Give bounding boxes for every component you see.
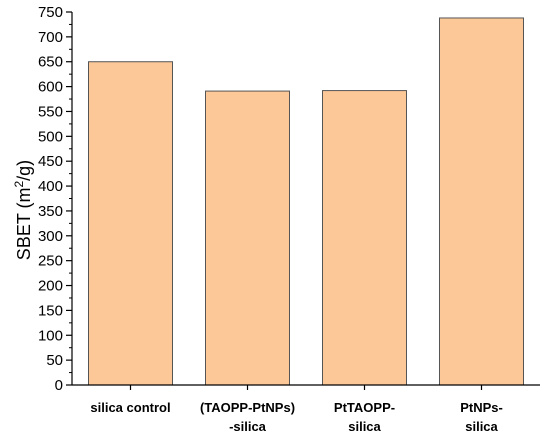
y-tick-label: 300 xyxy=(38,228,63,245)
y-tick-label: 100 xyxy=(38,327,63,344)
bar xyxy=(205,90,290,386)
x-axis: silica control (TAOPP-PtNPs) -silica PtTAOP… xyxy=(72,384,540,434)
bar xyxy=(322,90,407,386)
x-tick-label: PtTAOPP-silica xyxy=(334,400,395,434)
y-tick-label: 0 xyxy=(55,377,63,394)
bar xyxy=(439,17,524,386)
x-tick-label: (TAOPP-PtNPs) -silica xyxy=(200,400,295,434)
y-tick-label: 450 xyxy=(38,153,63,170)
y-tick-label: 200 xyxy=(38,278,63,295)
y-axis-title-main: SBET (m xyxy=(14,188,34,261)
x-tick-label: PtNPs-silica xyxy=(460,400,503,434)
y-tick-label: 500 xyxy=(38,128,63,145)
y-axis-title-sup: 2 xyxy=(12,181,26,188)
y-tick-label: 50 xyxy=(46,352,63,369)
y-axis-title-tail: /g) xyxy=(14,160,34,181)
y-tick-label: 550 xyxy=(38,103,63,120)
y-tick-label: 600 xyxy=(38,79,63,96)
y-tick-label: 350 xyxy=(38,203,63,220)
y-tick-label: 650 xyxy=(38,54,63,71)
y-tick-label: 700 xyxy=(38,29,63,46)
y-tick-label: 750 xyxy=(38,4,63,21)
y-tick-label: 150 xyxy=(38,302,63,319)
y-tick-label: 250 xyxy=(38,253,63,270)
y-tick-label: 400 xyxy=(38,178,63,195)
x-tick-label: silica control xyxy=(90,400,170,415)
y-axis: 0 50 100 150 200 250 300 350 400 450 500 550 600 650 7… xyxy=(38,4,73,394)
y-axis-title: SBET (m2/g) xyxy=(12,160,34,260)
bars xyxy=(88,17,524,386)
bar xyxy=(88,61,173,386)
